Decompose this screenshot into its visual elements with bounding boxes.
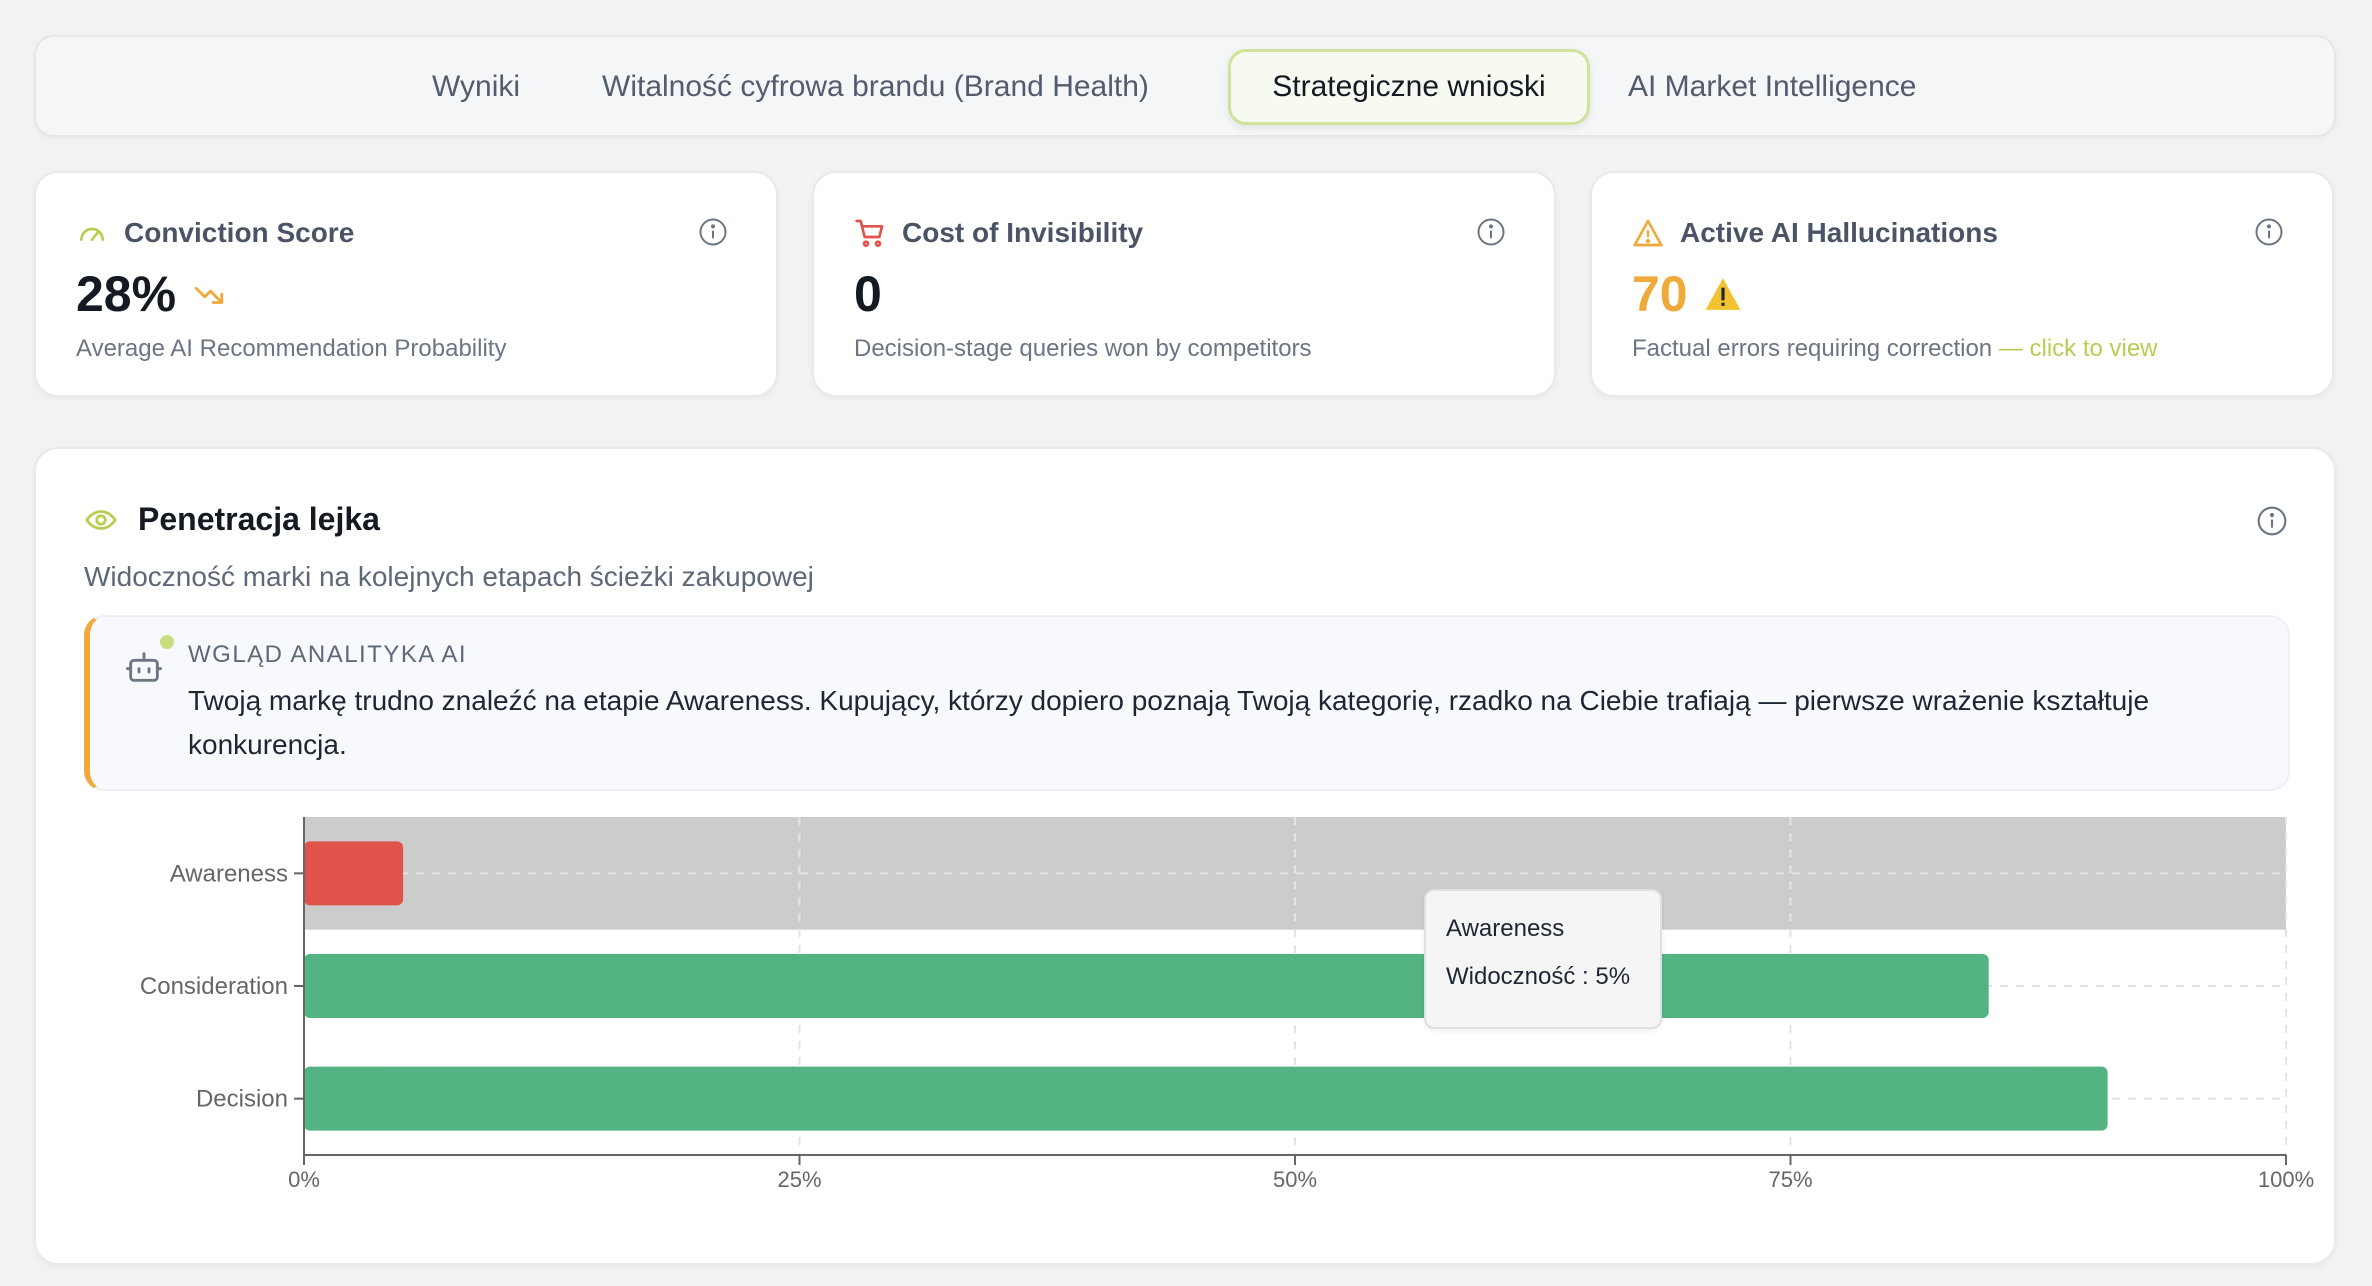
info-icon[interactable] xyxy=(1476,217,1506,247)
x-tick-label: 25% xyxy=(777,1167,821,1192)
x-tick-label: 100% xyxy=(2258,1167,2314,1192)
ai-insight-box: WGLĄD ANALITYKA AI Twoją markę trudno zn… xyxy=(84,615,2290,791)
conviction-score-value: 28% xyxy=(76,266,177,322)
tooltip-title: Awareness xyxy=(1446,915,1565,942)
robot-icon xyxy=(125,652,163,682)
info-icon[interactable] xyxy=(698,217,728,247)
card-title: Cost of Invisibility xyxy=(902,217,1144,248)
card-subtitle: Factual errors requiring correction — cl… xyxy=(1632,335,2158,363)
tab-ai-market-intelligence[interactable]: AI Market Intelligence xyxy=(1628,70,1917,103)
tab-strategiczne-wnioski[interactable]: Strategiczne wnioski xyxy=(1228,49,1590,125)
gauge-icon xyxy=(80,227,104,241)
hallucinations-value: 70 xyxy=(1632,266,1688,322)
warning-icon xyxy=(1633,219,1663,247)
tab-brand-health[interactable]: Witalność cyfrowa brandu (Brand Health) xyxy=(602,70,1149,103)
card-title: Active AI Hallucinations xyxy=(1680,217,1998,248)
insight-text: Twoją markę trudno znaleźć na etapie Awa… xyxy=(188,685,2150,760)
bar-decision[interactable] xyxy=(304,1066,2108,1131)
category-label-consideration: Consideration xyxy=(140,973,288,1000)
info-icon[interactable] xyxy=(2256,505,2288,537)
card-subtitle-text: Factual errors requiring correction xyxy=(1632,335,1993,362)
chart-tooltip: Awareness Widoczność : 5% xyxy=(1424,889,1662,1029)
warning-filled-icon xyxy=(1705,278,1741,310)
funnel-panel: Penetracja lejka Widoczność marki na kol… xyxy=(34,447,2336,1265)
bar-consideration[interactable] xyxy=(304,954,1989,1018)
category-label-awareness: Awareness xyxy=(170,860,288,887)
cost-of-invisibility-card: Cost of Invisibility 0 Decision-stage qu… xyxy=(812,171,1556,397)
tab-wyniki[interactable]: Wyniki xyxy=(432,70,521,103)
x-tick-label: 50% xyxy=(1273,1167,1317,1192)
cost-of-invisibility-value: 0 xyxy=(854,266,882,322)
trending-down-icon xyxy=(194,286,224,304)
x-tick-label: 75% xyxy=(1768,1167,1812,1192)
click-to-view-link[interactable]: — click to view xyxy=(1998,335,2158,362)
card-subtitle: Average AI Recommendation Probability xyxy=(76,335,507,362)
info-icon[interactable] xyxy=(2254,217,2284,247)
bar-awareness[interactable] xyxy=(304,841,404,906)
x-tick-label: 0% xyxy=(288,1167,320,1192)
insight-label: WGLĄD ANALITYKA AI xyxy=(188,641,468,668)
eye-icon xyxy=(85,509,117,530)
panel-subtitle: Widoczność marki na kolejnych etapach śc… xyxy=(84,561,814,592)
conviction-score-card: Conviction Score 28% Average AI Recommen… xyxy=(34,171,778,397)
tooltip-value: Widoczność : 5% xyxy=(1446,963,1631,990)
ai-hallucinations-card[interactable]: Active AI Hallucinations 70 Factual erro… xyxy=(1590,171,2334,397)
category-label-decision: Decision xyxy=(196,1086,288,1113)
cart-icon xyxy=(855,219,884,247)
card-title: Conviction Score xyxy=(124,217,355,248)
tab-bar: Wyniki Witalność cyfrowa brandu (Brand H… xyxy=(34,35,2336,137)
funnel-bar-chart: 0% 25% 50% 75% 100% Awareness Consideration Dec… xyxy=(140,817,2314,1192)
panel-title: Penetracja lejka xyxy=(138,501,380,537)
status-dot xyxy=(160,635,174,649)
card-subtitle: Decision-stage queries won by competitor… xyxy=(854,335,1312,362)
